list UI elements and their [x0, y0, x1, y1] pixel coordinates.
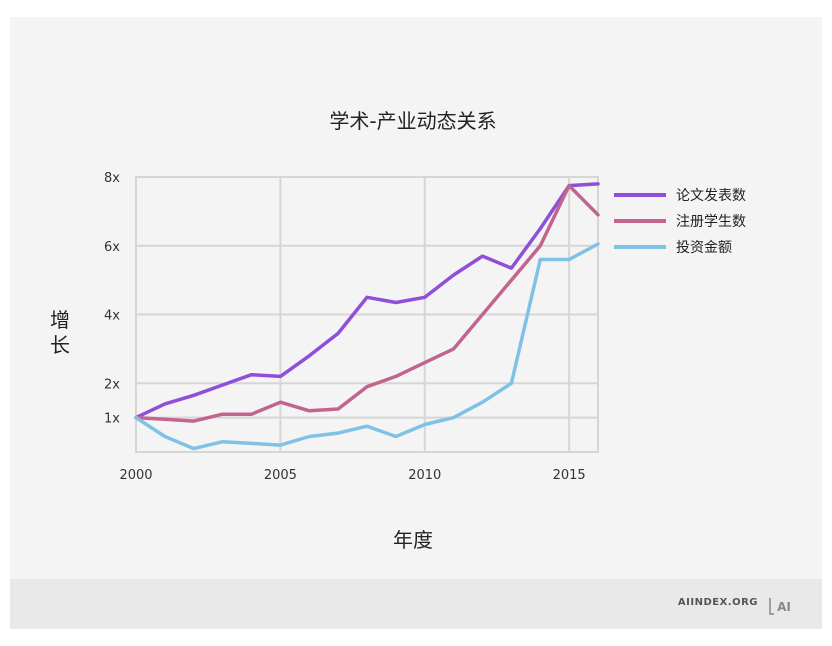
ai-logo-text: AI: [777, 600, 791, 614]
line-chart: 学术-产业动态关系 1x 2x 4x 6x 8x 2000 2005 2010 2015 论文…: [50, 109, 746, 552]
x-tick-label: 2015: [553, 468, 586, 483]
x-tick-labels: 2000 2005 2010 2015: [119, 468, 585, 483]
series-line: [134, 183, 600, 423]
x-tick-label: 2005: [264, 468, 297, 483]
y-tick-labels: 1x 2x 4x 6x 8x: [104, 171, 120, 427]
y-axis-label: 增长: [50, 308, 70, 357]
footer-bar: AIINDEX.ORG AI: [10, 579, 822, 629]
y-tick-label: 6x: [104, 240, 120, 255]
site-link[interactable]: AIINDEX.ORG: [677, 597, 758, 608]
series-line: [134, 182, 600, 420]
y-tick-label: 1x: [104, 412, 120, 427]
legend-label: 投资金额: [676, 240, 732, 256]
x-tick-label: 2010: [408, 468, 441, 483]
y-tick-label: 2x: [104, 377, 120, 392]
legend-label: 注册学生数: [676, 214, 746, 230]
legend-label: 论文发表数: [676, 188, 746, 204]
chart-card: 学术-产业动态关系 1x 2x 4x 6x 8x 2000 2005 2010 2015 论文…: [10, 17, 822, 629]
x-tick-label: 2000: [119, 468, 152, 483]
ai-logo-icon: AI: [769, 598, 791, 615]
x-axis-label: 年度: [393, 528, 433, 552]
series-line: [134, 242, 600, 451]
y-tick-label: 4x: [104, 309, 120, 324]
series-lines: [134, 182, 600, 451]
chart-title: 学术-产业动态关系: [329, 109, 496, 133]
y-tick-label: 8x: [104, 171, 120, 186]
